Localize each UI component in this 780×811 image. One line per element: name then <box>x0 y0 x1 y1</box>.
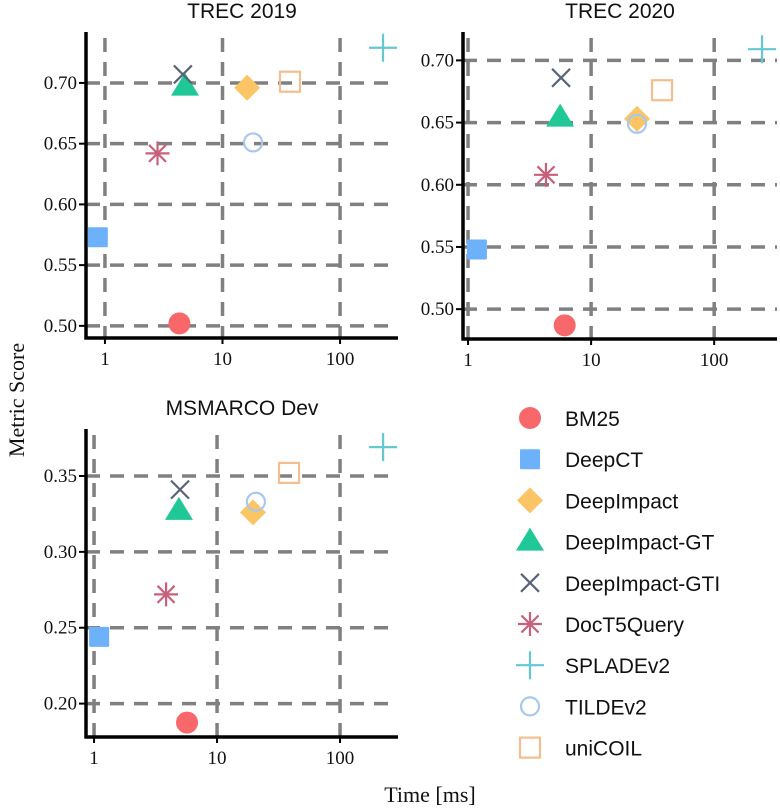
point-deepct <box>466 239 487 260</box>
legend-marker-deepct <box>520 449 540 470</box>
point-deepct <box>87 227 108 248</box>
point-deepimpact <box>234 74 261 101</box>
point-bm25 <box>553 314 576 337</box>
point-unicoil <box>650 79 674 102</box>
legend-marker-deepimpact-gti <box>520 573 540 593</box>
panel-title: MSMARCO Dev <box>166 397 319 420</box>
point-spladev2 <box>369 433 398 462</box>
y-tick-label: 0.30 <box>44 542 77 563</box>
legend-item: DeepCT <box>520 449 643 472</box>
legend-label: BM25 <box>565 408 620 431</box>
point-deepimpact <box>239 499 266 526</box>
y-tick-label: 0.35 <box>44 466 77 487</box>
point-doct5query <box>533 162 558 187</box>
legend-item: DocT5Query <box>518 612 685 637</box>
x-tick-label: 100 <box>326 349 355 370</box>
panel-title: TREC 2019 <box>187 0 297 23</box>
y-tick-label: 0.65 <box>44 134 77 155</box>
legend-label: uniCOIL <box>565 738 642 761</box>
x-axis-label: Time [ms] <box>384 782 475 807</box>
y-tick-label: 0.60 <box>44 194 77 215</box>
point-deepimpact-gti <box>173 64 193 85</box>
legend-item: DeepImpact-GTI <box>520 573 720 596</box>
x-tick-label: 1 <box>463 350 473 371</box>
point-deepimpact <box>623 105 650 132</box>
point-deepimpact-gt <box>171 72 200 96</box>
legend-item: uniCOIL <box>518 736 642 761</box>
panel-1: TREC 2020 0.50 0.55 0.60 0.65 0.70 1 10 100 <box>421 0 777 371</box>
legend-item: BM25 <box>519 407 620 431</box>
x-tick-label: 1 <box>89 748 99 769</box>
y-tick-label: 0.60 <box>421 175 454 196</box>
point-tildev2 <box>245 491 267 512</box>
point-unicoil <box>278 70 302 93</box>
legend-label: TILDEv2 <box>565 696 647 719</box>
point-bm25 <box>168 312 191 335</box>
y-tick-label: 0.20 <box>44 694 77 715</box>
legend-item: DeepImpact-GT <box>516 527 715 555</box>
y-tick-label: 0.55 <box>44 255 77 276</box>
y-tick-label: 0.50 <box>421 299 454 320</box>
point-doct5query <box>145 141 170 166</box>
point-deepimpact-gt <box>164 496 193 520</box>
y-tick-label: 0.70 <box>421 50 454 71</box>
y-tick-label: 0.65 <box>421 113 454 134</box>
legend-marker-unicoil <box>518 736 542 759</box>
point-doct5query <box>154 582 179 607</box>
legend-marker-spladev2 <box>516 651 544 680</box>
y-tick-label: 0.50 <box>44 316 77 337</box>
point-deepct <box>89 626 110 647</box>
legend-label: DeepImpact-GT <box>565 532 715 555</box>
point-spladev2 <box>748 35 777 64</box>
point-deepimpact-gti <box>170 479 190 500</box>
panel-title: TREC 2020 <box>565 0 675 23</box>
x-tick-label: 1 <box>100 349 110 370</box>
y-axis-label: Metric Score <box>4 343 29 457</box>
x-tick-label: 10 <box>208 748 227 769</box>
x-tick-label: 100 <box>326 748 355 769</box>
legend-item: DeepImpact <box>517 487 678 514</box>
x-tick-label: 100 <box>700 350 729 371</box>
point-deepimpact-gt <box>546 103 575 127</box>
legend-label: DeepImpact-GTI <box>565 573 720 596</box>
y-tick-label: 0.70 <box>44 73 77 94</box>
legend-label: SPLADEv2 <box>565 655 670 678</box>
point-bm25 <box>176 711 199 734</box>
point-unicoil <box>277 461 301 485</box>
legend: BM25 DeepCT DeepImpact DeepImpact-GT DeepImp… <box>516 407 720 761</box>
panel-0: TREC 2019 0.50 0.55 0.60 0.65 0.70 1 10 100 <box>44 0 398 370</box>
legend-item: SPLADEv2 <box>516 651 670 680</box>
point-spladev2 <box>369 33 398 62</box>
legend-label: DocT5Query <box>565 614 685 637</box>
legend-marker-bm25 <box>519 407 541 429</box>
legend-label: DeepCT <box>565 449 643 472</box>
legend-label: DeepImpact <box>565 490 678 513</box>
panel-2: MSMARCO Dev 0.20 0.25 0.30 0.35 1 10 100 <box>44 397 398 769</box>
x-tick-label: 10 <box>582 350 601 371</box>
point-tildev2 <box>242 132 264 153</box>
y-tick-label: 0.55 <box>421 237 454 258</box>
legend-marker-deepimpact <box>517 487 543 514</box>
legend-marker-deepimpact-gt <box>516 527 544 551</box>
y-tick-label: 0.25 <box>44 618 77 639</box>
legend-marker-doct5query <box>518 612 542 636</box>
point-deepimpact-gti <box>551 68 571 88</box>
x-tick-label: 10 <box>213 349 232 370</box>
legend-marker-tildev2 <box>519 696 541 717</box>
legend-item: TILDEv2 <box>519 696 647 719</box>
point-tildev2 <box>626 113 648 134</box>
